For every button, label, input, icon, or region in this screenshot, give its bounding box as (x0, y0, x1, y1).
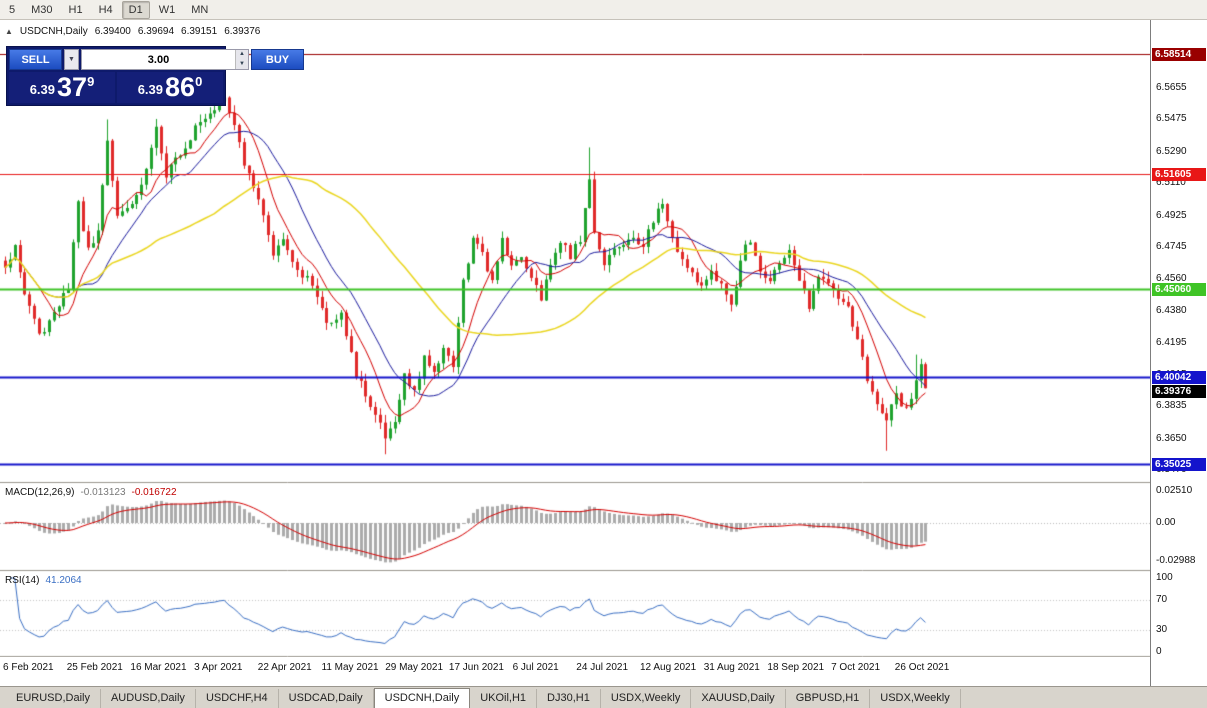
macd-tick-label: 0.00 (1156, 517, 1176, 528)
volume-input[interactable] (82, 50, 235, 69)
volume-decrease-button[interactable]: ▼ (236, 59, 248, 69)
price-tick-label: 6.5475 (1156, 113, 1187, 125)
sell-price-display[interactable]: 6.39 37 9 (9, 72, 115, 103)
volume-increase-button[interactable]: ▲ (236, 50, 248, 60)
timeframe-button-m30[interactable]: M30 (31, 3, 53, 16)
tab-ukoil-h1[interactable]: UKOil,H1 (470, 689, 538, 708)
chart-tabs-bar: EURUSD,Daily AUDUSD,Daily USDCHF,H4 USDCAD,… (0, 686, 1207, 708)
timeframe-toolbar: 5 M30 H1 H4 D1 W1 MN (0, 0, 1207, 20)
price-tick-label: 6.4195 (1156, 337, 1187, 349)
timeframe-button-mn[interactable]: MN (191, 3, 209, 16)
time-axis-label: 26 Oct 2021 (894, 662, 950, 673)
price-level-label: 6.45060 (1152, 282, 1206, 296)
time-axis-label: 24 Jul 2021 (576, 662, 629, 673)
chart-window: 6.5655 6.5475 6.5290 6.5110 6.4925 6.4745 6.45… (0, 20, 1207, 686)
price-level-label: 6.35025 (1152, 458, 1206, 472)
current-price-label: 6.39376 (1152, 385, 1206, 399)
price-tick-label: 6.5655 (1156, 82, 1187, 93)
price-level-label: 6.58514 (1152, 47, 1206, 61)
price-tick-label: 6.4745 (1156, 241, 1187, 253)
time-axis-label: 6 Feb 2021 (3, 662, 54, 673)
time-axis-label: 29 May 2021 (385, 662, 444, 673)
macd-main-value: -0.013123 (80, 487, 126, 498)
price-tick-label: 6.5290 (1156, 145, 1187, 157)
ohlc-low: 6.39151 (181, 26, 218, 37)
timeframe-button-h4[interactable]: H4 (98, 3, 113, 16)
time-axis-label: 18 Sep 2021 (767, 662, 825, 673)
tab-gbpusd-h1[interactable]: GBPUSD,H1 (786, 689, 871, 708)
ohlc-high: 6.39694 (137, 26, 175, 37)
buy-price-display[interactable]: 6.39 86 0 (117, 72, 223, 103)
time-axis-label: 31 Aug 2021 (703, 662, 760, 673)
buy-price-big-digits: 86 (165, 72, 196, 102)
rsi-tick-label: 0 (1156, 646, 1162, 657)
tab-xauusd-daily[interactable]: XAUUSD,Daily (691, 689, 786, 708)
price-tick-label: 6.4925 (1156, 209, 1187, 221)
buy-price-pipette: 0 (195, 74, 203, 89)
rsi-indicator-label: RSI(14) 41.2064 (5, 575, 82, 586)
macd-indicator-label: MACD(12,26,9) -0.013123 -0.016722 (5, 487, 177, 498)
rsi-tick-label: 100 (1156, 572, 1173, 583)
price-level-label: 6.40042 (1152, 370, 1206, 384)
time-axis-label: 3 Apr 2021 (194, 662, 243, 673)
macd-tick-label: -0.02988 (1156, 555, 1196, 567)
rsi-value: 41.2064 (45, 575, 82, 586)
rsi-tick-label: 70 (1156, 594, 1168, 606)
price-tick-label: 6.4380 (1156, 304, 1187, 316)
price-tick-label: 6.5110 (1156, 177, 1186, 189)
timeframe-button-5[interactable]: 5 (9, 3, 16, 16)
macd-signal-value: -0.016722 (131, 487, 177, 498)
time-axis[interactable]: 6 Feb 2021 25 Feb 2021 16 Mar 2021 3 Apr 20… (0, 657, 1150, 686)
time-axis-label: 16 Mar 2021 (130, 662, 187, 673)
price-tick-label: 6.4560 (1156, 273, 1187, 285)
ohlc-close: 6.39376 (224, 26, 261, 37)
tab-dj30-h1[interactable]: DJ30,H1 (537, 689, 601, 708)
price-level-label: 6.51605 (1152, 168, 1206, 182)
time-axis-label: 17 Jun 2021 (448, 662, 504, 673)
chevron-down-icon: ▼ (68, 56, 75, 63)
sell-price-pipette: 9 (87, 74, 95, 89)
time-axis-label: 7 Oct 2021 (831, 662, 881, 673)
time-axis-label: 25 Feb 2021 (66, 662, 123, 673)
time-axis-label: 11 May 2021 (321, 662, 379, 673)
macd-name: MACD(12,26,9) (5, 487, 75, 498)
time-axis-label: 6 Jul 2021 (512, 662, 559, 673)
tab-eurusd-daily[interactable]: EURUSD,Daily (6, 689, 101, 708)
tab-usdchf-h4[interactable]: USDCHF,H4 (196, 689, 279, 708)
one-click-trading-panel: SELL ▼ ▲ ▼ BUY 6.39 37 9 (6, 46, 304, 106)
price-tick-label: 6.3650 (1156, 432, 1187, 444)
sell-button[interactable]: SELL (9, 49, 62, 70)
rsi-name: RSI(14) (5, 575, 40, 586)
volume-field: ▲ ▼ (81, 49, 249, 70)
buy-button[interactable]: BUY (251, 49, 304, 70)
time-axis-label: 22 Apr 2021 (257, 662, 312, 673)
volume-spinner: ▲ ▼ (235, 50, 248, 69)
sell-price-prefix: 6.39 (29, 82, 56, 97)
tab-usdx-weekly[interactable]: USDX,Weekly (870, 689, 961, 708)
buy-price-prefix: 6.39 (137, 82, 164, 97)
sell-price-big-digits: 37 (57, 72, 88, 102)
volume-dropdown-button[interactable]: ▼ (64, 49, 79, 70)
time-axis-label: 12 Aug 2021 (640, 662, 697, 673)
chart-ohlc-header: ▲ USDCNH,Daily 6.39400 6.39694 6.39151 6… (5, 26, 260, 37)
tab-usdcad-daily[interactable]: USDCAD,Daily (279, 689, 374, 708)
collapse-chart-icon[interactable]: ▲ (5, 27, 13, 36)
tab-audusd-daily[interactable]: AUDUSD,Daily (101, 689, 196, 708)
price-axis[interactable]: 6.5655 6.5475 6.5290 6.5110 6.4925 6.4745 6.45… (1150, 20, 1207, 686)
price-tick-label: 6.3835 (1156, 400, 1187, 412)
ohlc-open: 6.39400 (94, 26, 131, 37)
tab-usdx-weekly[interactable]: USDX,Weekly (601, 689, 692, 708)
price-chart-canvas[interactable] (0, 20, 1150, 686)
macd-tick-label: 0.02510 (1156, 484, 1193, 496)
tab-usdcnh-daily[interactable]: USDCNH,Daily (373, 688, 471, 708)
chart-symbol-period: USDCNH,Daily (19, 26, 88, 37)
timeframe-button-h1[interactable]: H1 (68, 3, 83, 16)
timeframe-button-w1[interactable]: W1 (158, 3, 176, 16)
timeframe-button-d1[interactable]: D1 (121, 0, 150, 19)
rsi-tick-label: 30 (1156, 623, 1168, 635)
